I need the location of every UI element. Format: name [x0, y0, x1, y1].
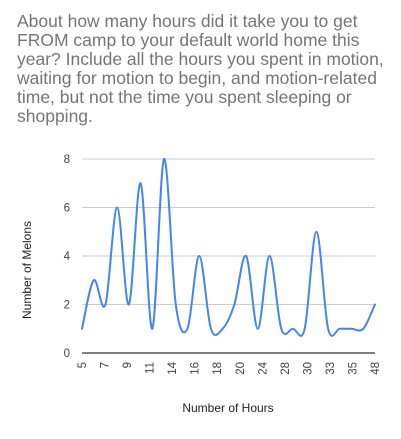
y-tick-label: 4 — [64, 251, 71, 263]
x-tick-label: 7 — [100, 362, 112, 368]
x-tick-label: 16 — [190, 362, 202, 375]
y-tick-label: 8 — [64, 154, 70, 166]
y-axis-title: Number of Melons — [20, 221, 34, 319]
x-tick-label: 11 — [145, 362, 157, 374]
y-tick-labels: 0 2 4 6 8 — [64, 154, 71, 360]
chart-title: About how many hours did it take you to … — [17, 11, 384, 126]
x-tick-label: 9 — [122, 362, 134, 368]
x-tick-label: 18 — [212, 362, 224, 375]
y-tick-label: 6 — [64, 203, 70, 215]
x-tick-labels: 5 7 9 11 14 16 18 20 24 28 30 33 35 48 — [77, 361, 382, 374]
x-tick-label: 28 — [280, 362, 292, 375]
y-tick-label: 2 — [64, 300, 70, 312]
x-tick-label: 48 — [370, 362, 382, 375]
x-axis-title: Number of Hours — [182, 401, 273, 415]
gridlines — [82, 158, 375, 354]
series-line — [81, 157, 376, 337]
x-tick-label: 14 — [167, 361, 179, 374]
x-tick-label: 30 — [302, 362, 314, 375]
x-tick-label: 35 — [347, 362, 359, 375]
x-tick-label: 5 — [77, 362, 89, 368]
y-tick-label: 0 — [64, 348, 70, 360]
x-tick-label: 33 — [325, 362, 337, 375]
x-tick-label: 20 — [235, 362, 247, 375]
x-tick-label: 24 — [257, 361, 269, 374]
